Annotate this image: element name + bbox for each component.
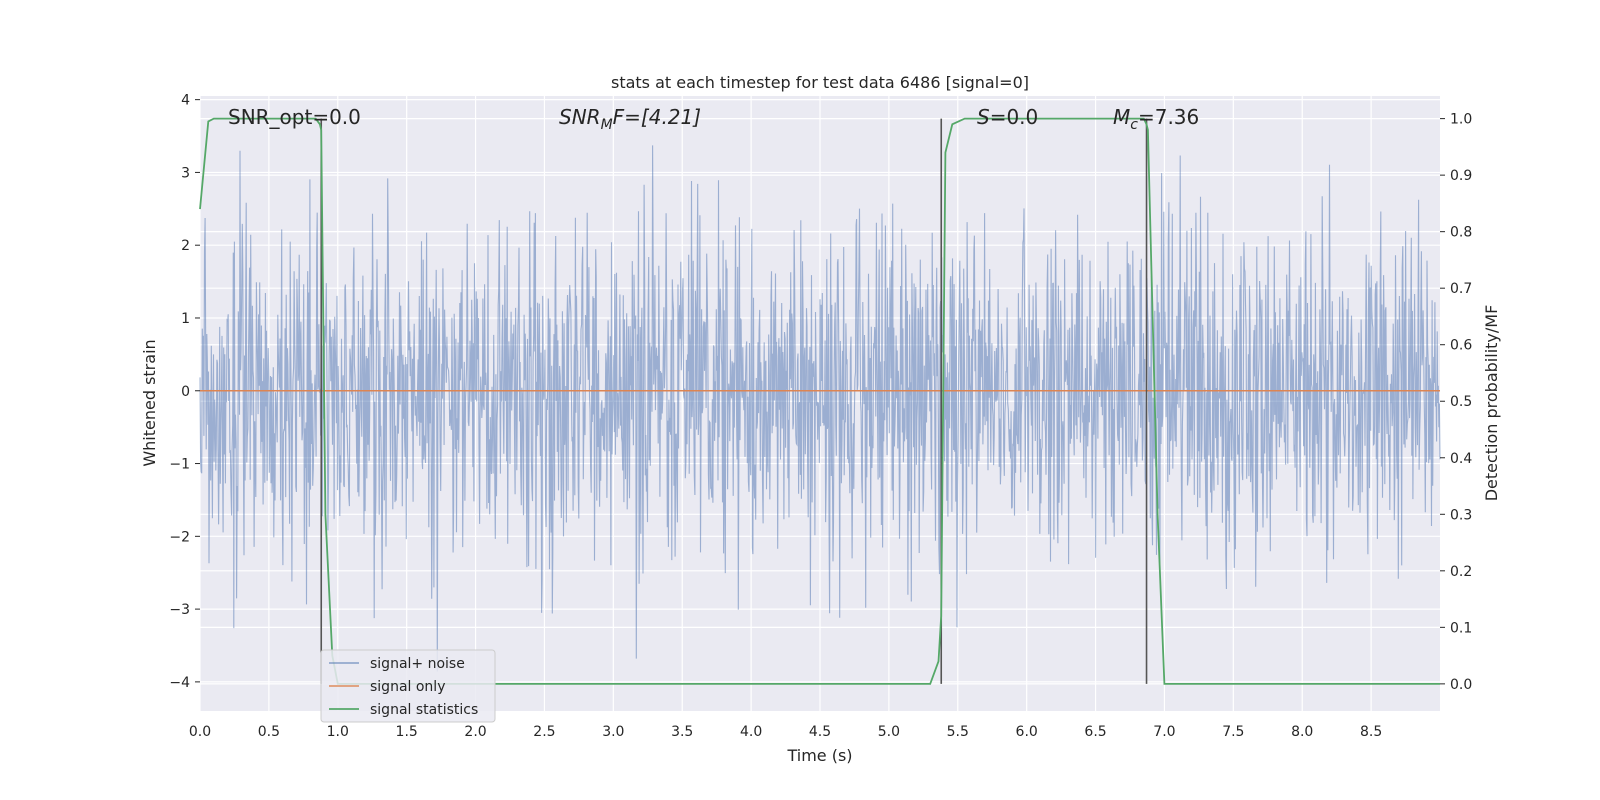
x-tick-label: 0.5 — [258, 724, 280, 740]
x-tick-label: 4.5 — [809, 724, 831, 740]
x-tick-label: 7.0 — [1153, 724, 1175, 740]
y-right-tick-label: 0.1 — [1450, 620, 1472, 636]
y-right-tick-label: 1.0 — [1450, 112, 1472, 128]
annotation-snr-opt: SNR_opt=0.0 — [228, 105, 361, 129]
y-right-tick-label: 0.5 — [1450, 394, 1472, 410]
x-tick-label: 5.0 — [878, 724, 900, 740]
y-right-axis-label: Detection probability/MF — [1482, 305, 1501, 502]
annotation-snr-mf-main: SNR — [559, 105, 601, 129]
y-left-tick-label: 4 — [181, 93, 190, 109]
y-right-tick-label: 0.9 — [1450, 168, 1472, 184]
y-right-ticks: 0.0 0.1 0.2 0.3 0.4 0.5 0.6 0.7 0.8 0.9 1.0 — [1440, 112, 1472, 693]
x-tick-label: 8.5 — [1360, 724, 1382, 740]
x-tick-label: 3.0 — [602, 724, 624, 740]
annotation-s-main: S — [977, 105, 990, 129]
x-tick-label: 8.0 — [1291, 724, 1313, 740]
legend-label-signal: signal only — [370, 679, 445, 695]
y-right-tick-label: 0.8 — [1450, 225, 1472, 241]
y-left-tick-label: −2 — [169, 529, 190, 545]
x-tick-label: 0.0 — [189, 724, 211, 740]
x-tick-label: 3.5 — [671, 724, 693, 740]
annotation-s: S=0.0 — [977, 105, 1038, 129]
x-tick-label: 6.0 — [1016, 724, 1038, 740]
y-left-tick-label: 0 — [181, 384, 190, 400]
annotation-mc-rest: =7.36 — [1138, 105, 1199, 129]
y-left-tick-label: −3 — [169, 602, 190, 618]
y-right-tick-label: 0.0 — [1450, 677, 1472, 693]
x-tick-label: 2.5 — [533, 724, 555, 740]
y-left-axis-label: Whitened strain — [140, 339, 159, 466]
x-tick-label: 5.5 — [947, 724, 969, 740]
annotation-mc-sub: c — [1130, 117, 1138, 133]
legend: signal+ noise signal only signal statist… — [320, 649, 496, 723]
x-tick-label: 1.5 — [396, 724, 418, 740]
y-right-tick-label: 0.3 — [1450, 507, 1472, 523]
x-tick-label: 4.0 — [740, 724, 762, 740]
y-left-tick-label: −4 — [169, 675, 190, 691]
statistics-line — [199, 117, 1440, 685]
x-ticks: 0.0 0.5 1.0 1.5 2.0 2.5 3.0 3.5 4.0 4.5 5.0 5.5 6.0 6… — [189, 724, 1382, 740]
y-left-tick-label: 2 — [181, 238, 190, 254]
y-left-tick-label: 1 — [181, 311, 190, 327]
x-tick-label: 6.5 — [1084, 724, 1106, 740]
legend-label-noise: signal+ noise — [370, 656, 465, 672]
annotation-snr-mf: SNRMF=[4.21] — [559, 105, 701, 133]
x-axis-label: Time (s) — [786, 746, 852, 765]
chart-title: stats at each timestep for test data 648… — [611, 73, 1029, 92]
y-right-tick-label: 0.7 — [1450, 281, 1472, 297]
signal-noise-series — [199, 145, 1441, 672]
signal-statistics-series — [199, 117, 1440, 685]
legend-box — [320, 649, 496, 723]
legend-label-stats: signal statistics — [370, 702, 478, 718]
x-tick-label: 2.0 — [464, 724, 486, 740]
y-right-tick-label: 0.4 — [1450, 451, 1472, 467]
x-tick-label: 7.5 — [1222, 724, 1244, 740]
annotation-mc-main: M — [1113, 105, 1130, 129]
noise-line — [199, 145, 1441, 672]
annotation-snr-mf-sub: M — [601, 117, 613, 133]
annotation-s-rest: =0.0 — [990, 105, 1039, 129]
y-right-tick-label: 0.2 — [1450, 564, 1472, 580]
annotation-mc: Mc=7.36 — [1113, 105, 1199, 133]
annotation-snr-mf-rest: F=[4.21] — [613, 105, 701, 129]
x-tick-label: 1.0 — [327, 724, 349, 740]
y-left-tick-label: −1 — [169, 457, 190, 473]
y-left-ticks: −4 −3 −2 −1 0 1 2 3 4 — [169, 93, 200, 691]
y-left-tick-label: 3 — [181, 165, 190, 181]
y-right-tick-label: 0.6 — [1450, 338, 1472, 354]
